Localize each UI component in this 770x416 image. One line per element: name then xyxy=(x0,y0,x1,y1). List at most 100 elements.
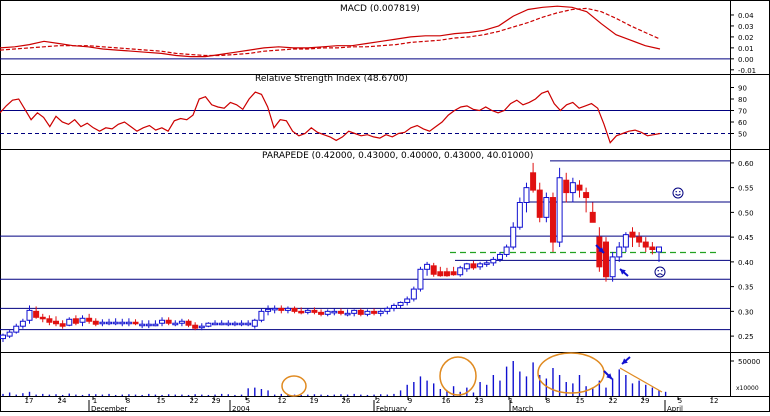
candle-body xyxy=(351,309,358,314)
candle-body xyxy=(66,318,73,326)
candle-body xyxy=(622,234,629,248)
candle-body xyxy=(192,324,199,329)
candle-body xyxy=(145,323,152,327)
candle-body xyxy=(271,307,278,311)
candle-body xyxy=(536,189,543,218)
candle-body xyxy=(245,322,252,326)
arrow-icon-head xyxy=(606,373,612,379)
volume-trend-line xyxy=(619,367,663,393)
candle-body xyxy=(6,331,13,337)
candle-body xyxy=(72,318,79,324)
rsi-line xyxy=(0,90,661,144)
candle-body xyxy=(238,322,245,326)
price-tick-label: 0.35 xyxy=(738,284,754,292)
candle-body xyxy=(384,307,391,312)
candle-body xyxy=(258,310,265,321)
candle-body xyxy=(569,182,576,194)
candle-body xyxy=(437,271,444,277)
candle-body xyxy=(331,310,338,314)
candle-body xyxy=(450,271,457,276)
candle-body xyxy=(132,321,139,325)
candle-body xyxy=(79,317,86,323)
candle-body xyxy=(371,310,378,314)
candle-body xyxy=(251,319,258,327)
x-day-label: 29 xyxy=(212,397,221,405)
candle-body xyxy=(649,246,656,250)
candle-body xyxy=(218,322,225,326)
candle-body xyxy=(417,268,424,290)
x-day-label: 12 xyxy=(278,397,287,405)
x-day-label: 16 xyxy=(442,397,451,405)
candle-body xyxy=(92,320,99,325)
candle-body xyxy=(549,197,556,243)
candle-body xyxy=(19,320,26,327)
rsi-tick-label: 80 xyxy=(738,96,747,104)
candle-body xyxy=(483,262,490,265)
smiley-happy-icon-eye xyxy=(679,191,681,193)
x-day-label: 22 xyxy=(609,397,618,405)
rsi-tick-label: 50 xyxy=(738,131,747,139)
macd-panel: 0.04 0.03 0.02 0.01 0.00 -0.01 xyxy=(0,5,756,75)
x-month-label: December xyxy=(91,405,127,412)
candle-body xyxy=(576,184,583,191)
candle-body xyxy=(53,320,60,325)
smiley-sad-icon-eye xyxy=(657,270,659,272)
smiley-sad-icon-eye xyxy=(661,270,663,272)
candle-body xyxy=(265,308,272,312)
volume-tick-label: 50000 xyxy=(738,358,760,366)
macd-title: MACD (0.007819) xyxy=(340,4,420,14)
candle-body xyxy=(284,307,291,311)
volume-circle-highlight xyxy=(281,375,307,397)
candle-body xyxy=(0,334,6,340)
x-month-label: 2004 xyxy=(232,405,250,412)
candle-body xyxy=(636,236,643,243)
annotations xyxy=(281,187,684,397)
rsi-title: Relative Strength Index (48.6700) xyxy=(255,74,408,84)
candle-body xyxy=(159,319,166,324)
candle-body xyxy=(616,246,623,258)
candle-body xyxy=(225,322,232,326)
x-month-label: March xyxy=(512,405,533,412)
candle-body xyxy=(490,258,497,264)
candle-body xyxy=(390,304,397,309)
candle-body xyxy=(337,310,344,314)
candle-body xyxy=(516,201,523,228)
arrow-icon-head xyxy=(598,247,604,253)
candle-body xyxy=(523,187,530,203)
smiley-happy-icon-eye xyxy=(675,191,677,193)
candle-body xyxy=(563,179,570,194)
candle-body xyxy=(344,312,351,316)
rsi-tick-label: 60 xyxy=(738,119,747,127)
candle-body xyxy=(278,307,285,311)
candle-body xyxy=(503,246,510,255)
x-day-label: 5 xyxy=(246,397,250,405)
candle-body xyxy=(656,246,662,253)
candle-body xyxy=(198,325,205,329)
candle-body xyxy=(59,323,66,327)
macd-tick-label: 0.01 xyxy=(738,45,754,53)
x-day-label: 8 xyxy=(546,397,550,405)
candle-body xyxy=(172,322,179,326)
x-day-label: 24 xyxy=(58,397,67,405)
candle-body xyxy=(86,317,93,322)
candle-body xyxy=(430,265,437,275)
candle-body xyxy=(291,307,298,312)
candle-body xyxy=(583,192,590,199)
candle-body xyxy=(106,321,113,325)
price-tick-label: 0.55 xyxy=(738,185,754,193)
candle-body xyxy=(470,263,477,269)
macd-tick-label: 0.02 xyxy=(738,34,754,42)
x-axis: 17 24 1 8 15 22 29 5 12 19 26 2 9 16 23 1 8 15 22 29 5 12Dece… xyxy=(25,396,718,413)
volume-panel: 50000 x10000 xyxy=(2,358,760,396)
macd-line-dashed xyxy=(0,7,661,57)
candle-body xyxy=(231,322,238,326)
candle-body xyxy=(165,319,172,324)
volume-unit-label: x10000 xyxy=(736,385,759,392)
candle-body xyxy=(357,309,364,315)
price-tick-label: 0.30 xyxy=(738,308,754,316)
macd-tick-label: -0.01 xyxy=(738,67,756,75)
macd-tick-label: 0.04 xyxy=(738,12,754,20)
candle-body xyxy=(205,322,212,327)
x-month-label: April xyxy=(667,405,683,412)
